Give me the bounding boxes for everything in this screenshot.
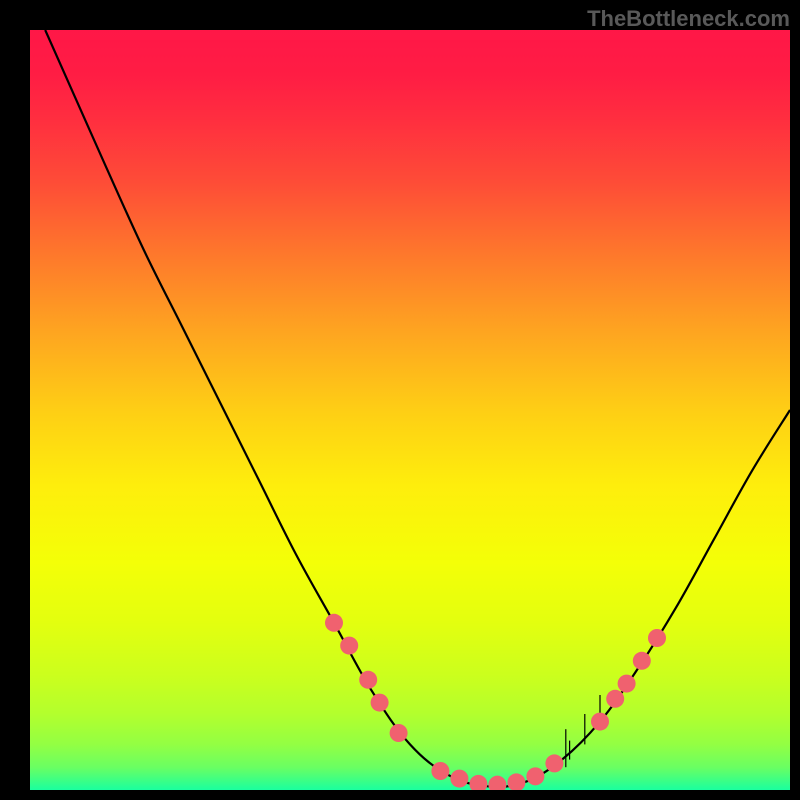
bottom-marker — [507, 773, 525, 790]
bottom-marker — [526, 767, 544, 785]
chart-container: TheBottleneck.com — [0, 0, 800, 800]
left-marker — [325, 614, 343, 632]
noise-spikes — [566, 695, 600, 767]
left-marker — [371, 694, 389, 712]
right-marker — [606, 690, 624, 708]
right-marker — [633, 652, 651, 670]
curve-layer — [30, 30, 790, 790]
bottom-marker — [488, 776, 506, 790]
plot-area — [30, 30, 790, 790]
right-marker — [618, 675, 636, 693]
left-marker — [359, 671, 377, 689]
bottom-marker — [450, 770, 468, 788]
left-marker — [390, 724, 408, 742]
left-marker — [340, 637, 358, 655]
bottom-marker — [431, 762, 449, 780]
right-marker — [648, 629, 666, 647]
bottom-marker — [545, 754, 563, 772]
watermark-text: TheBottleneck.com — [587, 6, 790, 32]
bottom-marker — [469, 775, 487, 790]
right-marker — [591, 713, 609, 731]
markers-layer — [325, 614, 666, 790]
bottleneck-curve — [45, 30, 790, 787]
